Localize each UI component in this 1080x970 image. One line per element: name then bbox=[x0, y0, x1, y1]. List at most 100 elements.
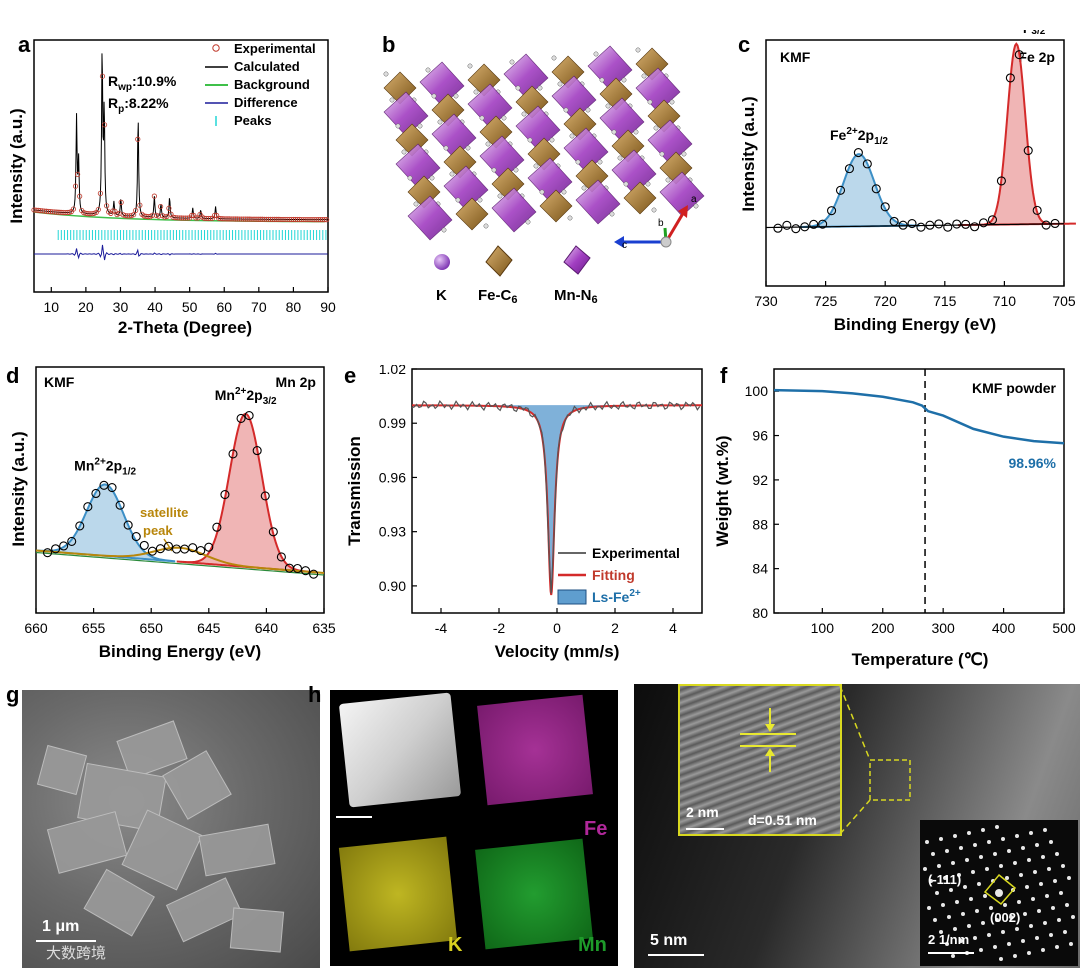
x-tick-label: 635 bbox=[312, 620, 336, 636]
atom bbox=[477, 197, 483, 203]
fft-spot bbox=[925, 840, 929, 844]
fft-spot bbox=[1039, 882, 1043, 886]
axis-b-label: b bbox=[658, 218, 664, 229]
fft-spot bbox=[937, 864, 941, 868]
fft-spot bbox=[941, 903, 945, 907]
fft-spot bbox=[973, 936, 977, 940]
fft-spot bbox=[963, 885, 967, 889]
haadf-image bbox=[338, 692, 462, 808]
atom bbox=[441, 227, 447, 233]
experimental-point bbox=[853, 148, 863, 158]
x-tick-label: 400 bbox=[992, 620, 1016, 636]
experimental-point bbox=[188, 543, 198, 553]
experimental-point bbox=[236, 413, 246, 423]
fft-spot bbox=[953, 834, 957, 838]
axis-a-label: a bbox=[691, 194, 697, 205]
structure-legend: K Fe-C6 Mn-N6 bbox=[434, 245, 598, 306]
x-axis-label: Binding Energy (eV) bbox=[834, 315, 996, 334]
experimental-point bbox=[835, 185, 846, 195]
fft-spot bbox=[933, 918, 937, 922]
experimental-point bbox=[42, 548, 53, 558]
atom bbox=[485, 141, 491, 147]
y-axis-label: Intensity (a.u.) bbox=[739, 96, 758, 211]
y-tick-label: 96 bbox=[752, 428, 768, 444]
experimental-point bbox=[131, 212, 137, 218]
y-axis-label: Transmission bbox=[345, 436, 364, 546]
atom bbox=[527, 137, 533, 143]
atom bbox=[467, 63, 473, 69]
atom bbox=[513, 167, 519, 173]
experimental-point bbox=[276, 552, 286, 562]
experimental-point bbox=[220, 490, 230, 500]
fft-spot bbox=[1041, 855, 1045, 859]
y-tick-label: 0.99 bbox=[379, 415, 406, 431]
fft-spot bbox=[939, 930, 943, 934]
satellite-label-2: peak bbox=[143, 523, 173, 538]
peak-fit bbox=[176, 412, 316, 574]
x-tick-label: 70 bbox=[251, 299, 267, 315]
x-tick-label: 300 bbox=[931, 620, 955, 636]
y-tick-label: 0.96 bbox=[379, 469, 406, 485]
fft-spot bbox=[939, 837, 943, 841]
experimental-point bbox=[996, 176, 1006, 186]
ls-fe-area bbox=[412, 405, 702, 595]
experimental-point bbox=[952, 219, 962, 229]
fft-spot bbox=[999, 864, 1003, 868]
fft-spot bbox=[1049, 840, 1053, 844]
fft-spot bbox=[1009, 915, 1013, 919]
legend-k: K bbox=[436, 287, 447, 304]
atom bbox=[623, 181, 629, 187]
experimental-point bbox=[818, 219, 828, 229]
legend-item: Experimental bbox=[234, 41, 316, 56]
y-axis-label: Intensity (a.u.) bbox=[9, 431, 28, 546]
atom bbox=[417, 123, 423, 129]
panel-e: e Transmission Velocity (mm/s) -4 -2 0 2 4 0.… bbox=[340, 363, 710, 670]
atom bbox=[429, 175, 435, 181]
fft-spot bbox=[1013, 954, 1017, 958]
plane-label-2: (002) bbox=[990, 910, 1021, 925]
experimental-point bbox=[827, 206, 837, 216]
experimental-point bbox=[91, 488, 101, 499]
satellite-label: satellite bbox=[140, 505, 188, 520]
x-tick-label: 710 bbox=[993, 293, 1017, 309]
panel-a: a Intensity (a.u.) 2-Theta (Degree) 10 20… bbox=[0, 30, 340, 340]
atom bbox=[383, 71, 389, 77]
atom bbox=[491, 167, 497, 173]
y-tick-label: 80 bbox=[752, 605, 768, 621]
x-tick-label: 730 bbox=[754, 293, 778, 309]
experimental-point bbox=[155, 544, 165, 554]
atom bbox=[479, 115, 485, 121]
fft-spot bbox=[951, 861, 955, 865]
atom bbox=[681, 151, 687, 157]
experimental-point bbox=[189, 212, 195, 219]
fft-spot bbox=[923, 867, 927, 871]
fft-spot bbox=[1007, 849, 1011, 853]
peak-fit bbox=[799, 153, 920, 229]
experimental-point bbox=[844, 164, 854, 174]
panel-label-c: c bbox=[738, 32, 751, 57]
fft-spot bbox=[1029, 831, 1033, 835]
fft-spot bbox=[1037, 909, 1041, 913]
peak-label: Mn2+2p3/2 bbox=[215, 386, 277, 407]
x-tick-label: 4 bbox=[669, 620, 677, 636]
x-tick-label: 50 bbox=[182, 299, 198, 315]
experimental-point bbox=[880, 202, 890, 212]
atom bbox=[401, 149, 407, 155]
experimental-point bbox=[151, 193, 157, 199]
atom bbox=[501, 115, 507, 121]
plane-label-1: (-111) bbox=[928, 872, 962, 887]
fft-spot bbox=[979, 948, 983, 952]
experimental-point bbox=[147, 546, 157, 556]
atom bbox=[597, 159, 603, 165]
fft-spot bbox=[1047, 867, 1051, 871]
x-tick-label: 20 bbox=[78, 299, 94, 315]
atom bbox=[659, 151, 665, 157]
crystal-structure: a b c K Fe-C6 Mn-N6 bbox=[383, 45, 705, 306]
experimental-point bbox=[135, 136, 141, 142]
x-tick-label: -2 bbox=[493, 620, 506, 636]
experimental-point bbox=[324, 217, 330, 223]
experimental-point bbox=[943, 222, 953, 232]
fft-spot bbox=[1021, 846, 1025, 850]
atom bbox=[605, 103, 611, 109]
panel-i: i d=0.51 nm 2 nm (-111) (002) 2 1/nm bbox=[620, 680, 1080, 970]
